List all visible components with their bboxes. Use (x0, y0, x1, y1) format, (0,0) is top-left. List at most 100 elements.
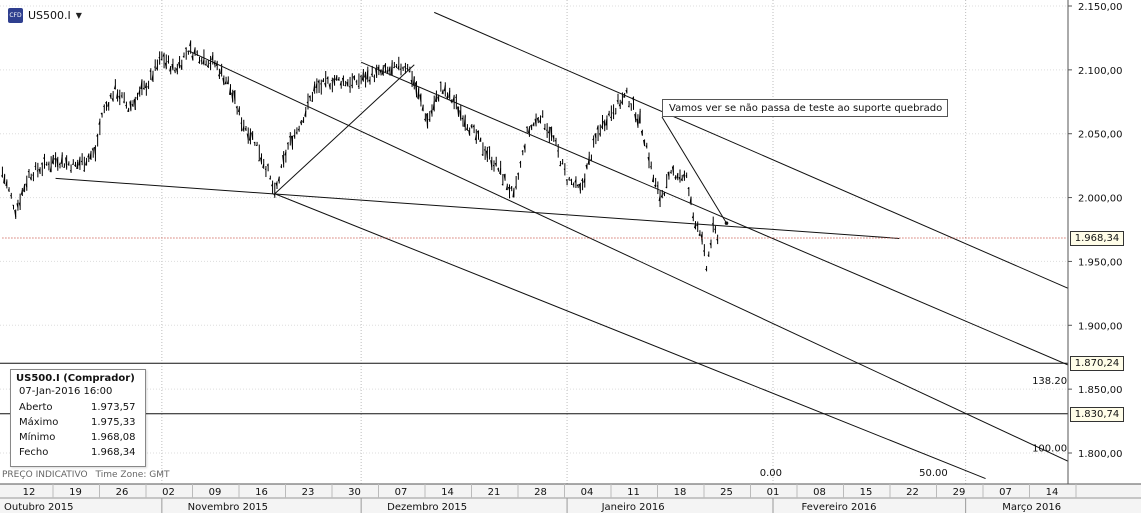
price-tick (660, 194, 663, 198)
price-tick (251, 132, 254, 140)
month-label: Março 2016 (1002, 502, 1061, 513)
price-tick (54, 158, 57, 161)
price-tick (638, 111, 641, 124)
price-tick (612, 112, 614, 114)
price-tick (404, 66, 406, 69)
price-tick (89, 151, 92, 159)
price-tick (328, 84, 331, 89)
price-tick (415, 82, 417, 96)
price-tick (18, 202, 21, 207)
x-tick-label: 28 (534, 487, 547, 498)
price-tick (618, 102, 621, 107)
price-tick (512, 189, 515, 198)
price-tick (122, 101, 125, 103)
price-tick (430, 110, 433, 115)
price-tick (315, 83, 318, 89)
price-tick (574, 179, 577, 183)
price-tick (388, 66, 391, 72)
price-tick (91, 148, 94, 152)
price-tick (671, 166, 674, 173)
price-tick (691, 215, 694, 219)
price-tick (485, 150, 488, 159)
price-tick (198, 61, 200, 64)
price-tick (291, 135, 293, 149)
price-tick (640, 130, 643, 136)
x-tick-label: 11 (627, 487, 640, 498)
price-tick (313, 84, 316, 92)
price-tick (441, 89, 444, 94)
price-tick (483, 149, 486, 151)
price-tick (131, 104, 134, 107)
price-tick (477, 130, 479, 135)
info-value: 1.968,34 (91, 447, 136, 458)
y-axis-panel (1068, 0, 1141, 513)
price-tick (393, 66, 395, 69)
price-tick (705, 268, 707, 271)
price-tick (202, 59, 205, 64)
price-tick (406, 67, 408, 70)
x-tick-label: 23 (302, 487, 315, 498)
price-tick (226, 80, 229, 85)
price-tick (552, 135, 555, 139)
price-tick (605, 118, 608, 126)
price-tick (565, 179, 568, 181)
price-tick (585, 164, 588, 170)
price-tick (93, 146, 96, 155)
price-tick (481, 154, 484, 156)
price-tick (465, 127, 468, 130)
x-tick-label: 14 (1046, 487, 1059, 498)
price-tick (455, 96, 457, 99)
price-tick (463, 116, 466, 128)
price-tick (133, 98, 136, 110)
price-tick (242, 126, 245, 131)
price-tick (443, 85, 446, 92)
month-label: Novembro 2015 (188, 502, 268, 513)
price-tick (368, 79, 371, 83)
cfd-icon: CFD (8, 7, 23, 23)
price-tick (592, 138, 595, 141)
price-tick (337, 78, 340, 81)
price-tick (716, 238, 719, 241)
chart-annotation[interactable]: Vamos ver se não passa de teste ao supor… (662, 99, 948, 117)
price-tick (395, 65, 397, 68)
price-tick (490, 160, 493, 168)
x-tick-label: 19 (69, 487, 82, 498)
fib-label: 50.00 (919, 468, 948, 479)
price-tick (269, 177, 271, 180)
price-tick (643, 139, 646, 147)
price-tick (7, 189, 10, 192)
price-tick (275, 182, 278, 187)
price-tick (142, 87, 145, 90)
y-tick-label: 1.950,00 (1078, 257, 1123, 268)
month-label: Fevereiro 2016 (802, 502, 877, 513)
ohlc-info-box: US500.I (Comprador) 07-Jan-2016 16:00 Ab… (10, 369, 146, 467)
price-tick (187, 50, 189, 52)
annotation-pointer (661, 116, 727, 224)
price-tick (140, 80, 143, 90)
x-tick-label: 21 (488, 487, 501, 498)
x-tick-label: 04 (581, 487, 594, 498)
price-tick (470, 125, 473, 128)
price-tick (38, 168, 41, 174)
price-tick (534, 118, 537, 126)
price-tick (69, 169, 72, 172)
price-tick (217, 74, 220, 77)
x-tick-label: 01 (767, 487, 780, 498)
price-tick (27, 170, 30, 173)
x-tick-label: 30 (348, 487, 361, 498)
price-tick (539, 119, 541, 123)
chevron-down-icon[interactable]: ▼ (75, 10, 82, 20)
price-tick (65, 157, 68, 168)
symbol-selector[interactable]: CFD US500.I ▼ (8, 6, 82, 24)
fib-label: 0.00 (760, 468, 782, 479)
price-tick (428, 118, 431, 121)
price-tick (193, 47, 196, 54)
price-tick (277, 176, 280, 182)
x-tick-label: 08 (813, 487, 826, 498)
price-tick (297, 128, 300, 131)
price-tick (147, 86, 149, 89)
month-label: Outubro 2015 (4, 502, 73, 513)
price-tick (127, 108, 130, 112)
